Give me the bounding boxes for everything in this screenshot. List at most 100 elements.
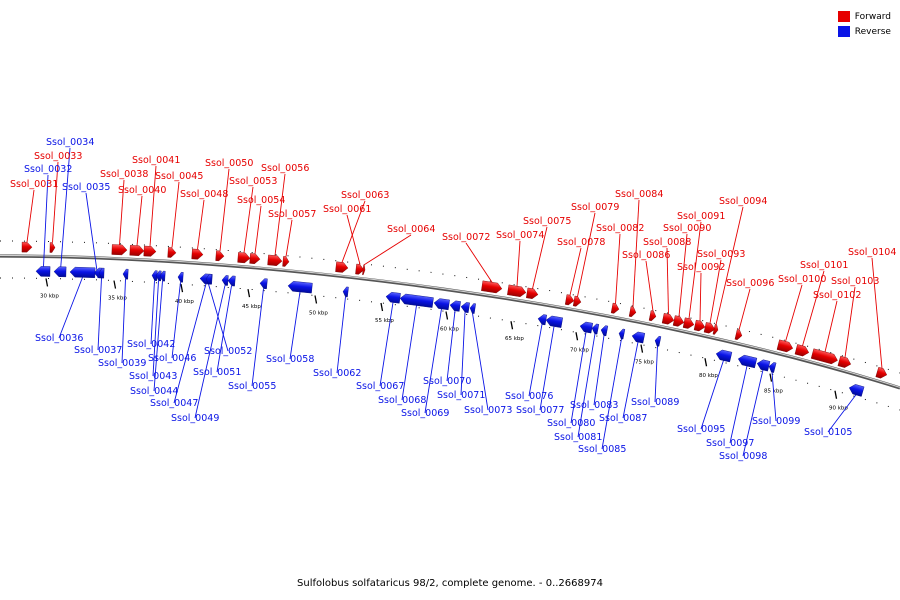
gene-feature[interactable]	[469, 303, 476, 314]
gene-label[interactable]: Ssol_0055	[228, 381, 276, 392]
gene-feature[interactable]	[49, 242, 56, 253]
gene-label[interactable]: Ssol_0083	[570, 400, 618, 411]
gene-feature[interactable]	[159, 270, 166, 282]
forward-gene-arrow[interactable]	[481, 280, 503, 294]
forward-gene-arrow[interactable]	[355, 263, 365, 275]
gene-feature[interactable]	[756, 359, 771, 372]
reverse-gene-arrow[interactable]	[122, 268, 129, 280]
gene-label[interactable]: Ssol_0099	[752, 416, 800, 427]
gene-label[interactable]: Ssol_0043	[129, 371, 177, 382]
forward-gene-arrow[interactable]	[648, 310, 657, 322]
gene-label[interactable]: Ssol_0032	[24, 164, 72, 175]
gene-feature[interactable]	[672, 315, 685, 328]
forward-gene-arrow[interactable]	[191, 248, 204, 260]
reverse-gene-arrow[interactable]	[151, 270, 158, 281]
gene-feature[interactable]	[734, 329, 743, 340]
gene-feature[interactable]	[776, 339, 794, 353]
forward-gene-arrow[interactable]	[672, 315, 685, 328]
forward-gene-arrow[interactable]	[507, 284, 527, 298]
reverse-gene-arrow[interactable]	[399, 293, 434, 308]
gene-feature[interactable]	[69, 266, 96, 278]
gene-label[interactable]: Ssol_0045	[155, 171, 203, 182]
gene-label[interactable]: Ssol_0069	[401, 408, 449, 419]
gene-feature[interactable]	[151, 270, 158, 281]
gene-feature[interactable]	[526, 287, 539, 300]
gene-feature[interactable]	[545, 315, 563, 328]
gene-label[interactable]: Ssol_0037	[74, 345, 122, 356]
gene-label[interactable]: Ssol_0047	[150, 398, 198, 409]
forward-gene-arrow[interactable]	[249, 253, 261, 264]
reverse-gene-arrow[interactable]	[579, 321, 594, 334]
gene-label[interactable]: Ssol_0077	[516, 405, 564, 416]
gene-feature[interactable]	[129, 245, 145, 256]
gene-feature[interactable]	[628, 306, 637, 318]
gene-feature[interactable]	[282, 256, 290, 267]
gene-feature[interactable]	[143, 245, 157, 257]
forward-gene-arrow[interactable]	[237, 252, 251, 264]
gene-label[interactable]: Ssol_0063	[341, 190, 389, 201]
reverse-gene-arrow[interactable]	[537, 314, 548, 326]
gene-label[interactable]: Ssol_0053	[229, 176, 277, 187]
forward-gene-arrow[interactable]	[111, 244, 128, 256]
reverse-gene-arrow[interactable]	[545, 315, 563, 328]
gene-label[interactable]: Ssol_0068	[378, 395, 426, 406]
reverse-gene-arrow[interactable]	[768, 361, 777, 373]
gene-label[interactable]: Ssol_0061	[323, 204, 371, 215]
gene-label[interactable]: Ssol_0100	[778, 274, 826, 285]
forward-gene-arrow[interactable]	[129, 245, 145, 256]
gene-label[interactable]: Ssol_0102	[813, 290, 861, 301]
gene-label[interactable]: Ssol_0090	[663, 223, 711, 234]
gene-label[interactable]: Ssol_0101	[800, 260, 848, 271]
gene-label[interactable]: Ssol_0076	[505, 391, 553, 402]
gene-label[interactable]: Ssol_0078	[557, 237, 605, 248]
gene-feature[interactable]	[111, 244, 128, 256]
forward-gene-arrow[interactable]	[610, 302, 620, 314]
reverse-gene-arrow[interactable]	[205, 273, 212, 285]
gene-feature[interactable]	[205, 273, 212, 285]
gene-feature[interactable]	[661, 313, 675, 325]
gene-feature[interactable]	[810, 348, 839, 366]
forward-gene-arrow[interactable]	[526, 287, 539, 300]
gene-feature[interactable]	[342, 286, 349, 298]
gene-label[interactable]: Ssol_0096	[726, 278, 774, 289]
gene-label[interactable]: Ssol_0086	[622, 250, 670, 261]
gene-label[interactable]: Ssol_0071	[437, 390, 485, 401]
reverse-gene-arrow[interactable]	[221, 275, 229, 286]
gene-label[interactable]: Ssol_0075	[523, 216, 571, 227]
gene-feature[interactable]	[648, 310, 657, 322]
gene-label[interactable]: Ssol_0054	[237, 195, 285, 206]
forward-gene-arrow[interactable]	[734, 329, 743, 340]
reverse-gene-arrow[interactable]	[227, 275, 236, 287]
gene-feature[interactable]	[249, 253, 261, 264]
gene-feature[interactable]	[481, 280, 503, 294]
forward-gene-arrow[interactable]	[875, 366, 888, 379]
gene-label[interactable]: Ssol_0080	[547, 418, 595, 429]
reverse-gene-arrow[interactable]	[385, 292, 401, 304]
gene-feature[interactable]	[433, 298, 450, 311]
forward-gene-arrow[interactable]	[215, 250, 225, 262]
gene-feature[interactable]	[712, 324, 719, 335]
gene-label[interactable]: Ssol_0091	[677, 211, 725, 222]
forward-gene-arrow[interactable]	[837, 355, 852, 369]
gene-feature[interactable]	[177, 271, 184, 283]
gene-feature[interactable]	[355, 263, 365, 275]
reverse-gene-arrow[interactable]	[155, 270, 162, 282]
reverse-gene-arrow[interactable]	[98, 267, 105, 279]
reverse-gene-arrow[interactable]	[654, 335, 662, 347]
forward-gene-arrow[interactable]	[712, 324, 719, 335]
gene-feature[interactable]	[682, 317, 695, 330]
reverse-gene-arrow[interactable]	[69, 266, 96, 278]
gene-feature[interactable]	[610, 302, 620, 314]
gene-label[interactable]: Ssol_0039	[98, 358, 146, 369]
forward-gene-arrow[interactable]	[282, 256, 290, 267]
gene-feature[interactable]	[385, 292, 401, 304]
gene-label[interactable]: Ssol_0042	[127, 339, 175, 350]
gene-label[interactable]: Ssol_0033	[34, 151, 82, 162]
gene-feature[interactable]	[537, 314, 548, 326]
reverse-gene-arrow[interactable]	[342, 286, 349, 298]
reverse-gene-arrow[interactable]	[433, 298, 450, 311]
forward-gene-arrow[interactable]	[49, 242, 56, 253]
gene-label[interactable]: Ssol_0085	[578, 444, 626, 455]
gene-feature[interactable]	[191, 248, 204, 260]
gene-feature[interactable]	[155, 270, 162, 282]
